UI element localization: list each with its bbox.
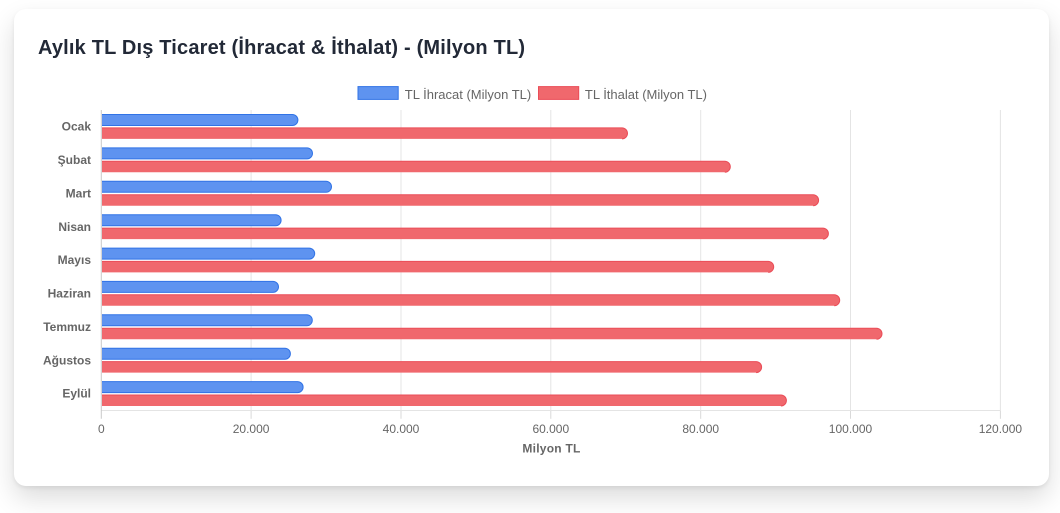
svg-text:Ağustos: Ağustos [43,353,91,367]
svg-text:Temmuz: Temmuz [43,320,91,334]
svg-text:Mayıs: Mayıs [58,253,92,267]
svg-text:Mart: Mart [66,186,91,200]
svg-text:80.000: 80.000 [682,422,719,436]
svg-text:Ocak: Ocak [62,120,92,134]
svg-text:40.000: 40.000 [383,422,420,436]
svg-text:Eylül: Eylül [62,387,91,401]
svg-text:20.000: 20.000 [233,422,270,436]
svg-text:Nisan: Nisan [58,220,91,234]
svg-text:TL İthalat (Milyon TL): TL İthalat (Milyon TL) [585,87,707,102]
svg-text:60.000: 60.000 [532,422,569,436]
svg-text:Milyon TL: Milyon TL [522,442,580,456]
svg-text:120.000: 120.000 [979,422,1023,436]
svg-text:0: 0 [98,422,105,436]
svg-text:Şubat: Şubat [58,153,91,167]
svg-text:Haziran: Haziran [48,287,91,301]
svg-text:TL İhracat (Milyon TL): TL İhracat (Milyon TL) [405,87,531,102]
svg-text:100.000: 100.000 [829,422,873,436]
